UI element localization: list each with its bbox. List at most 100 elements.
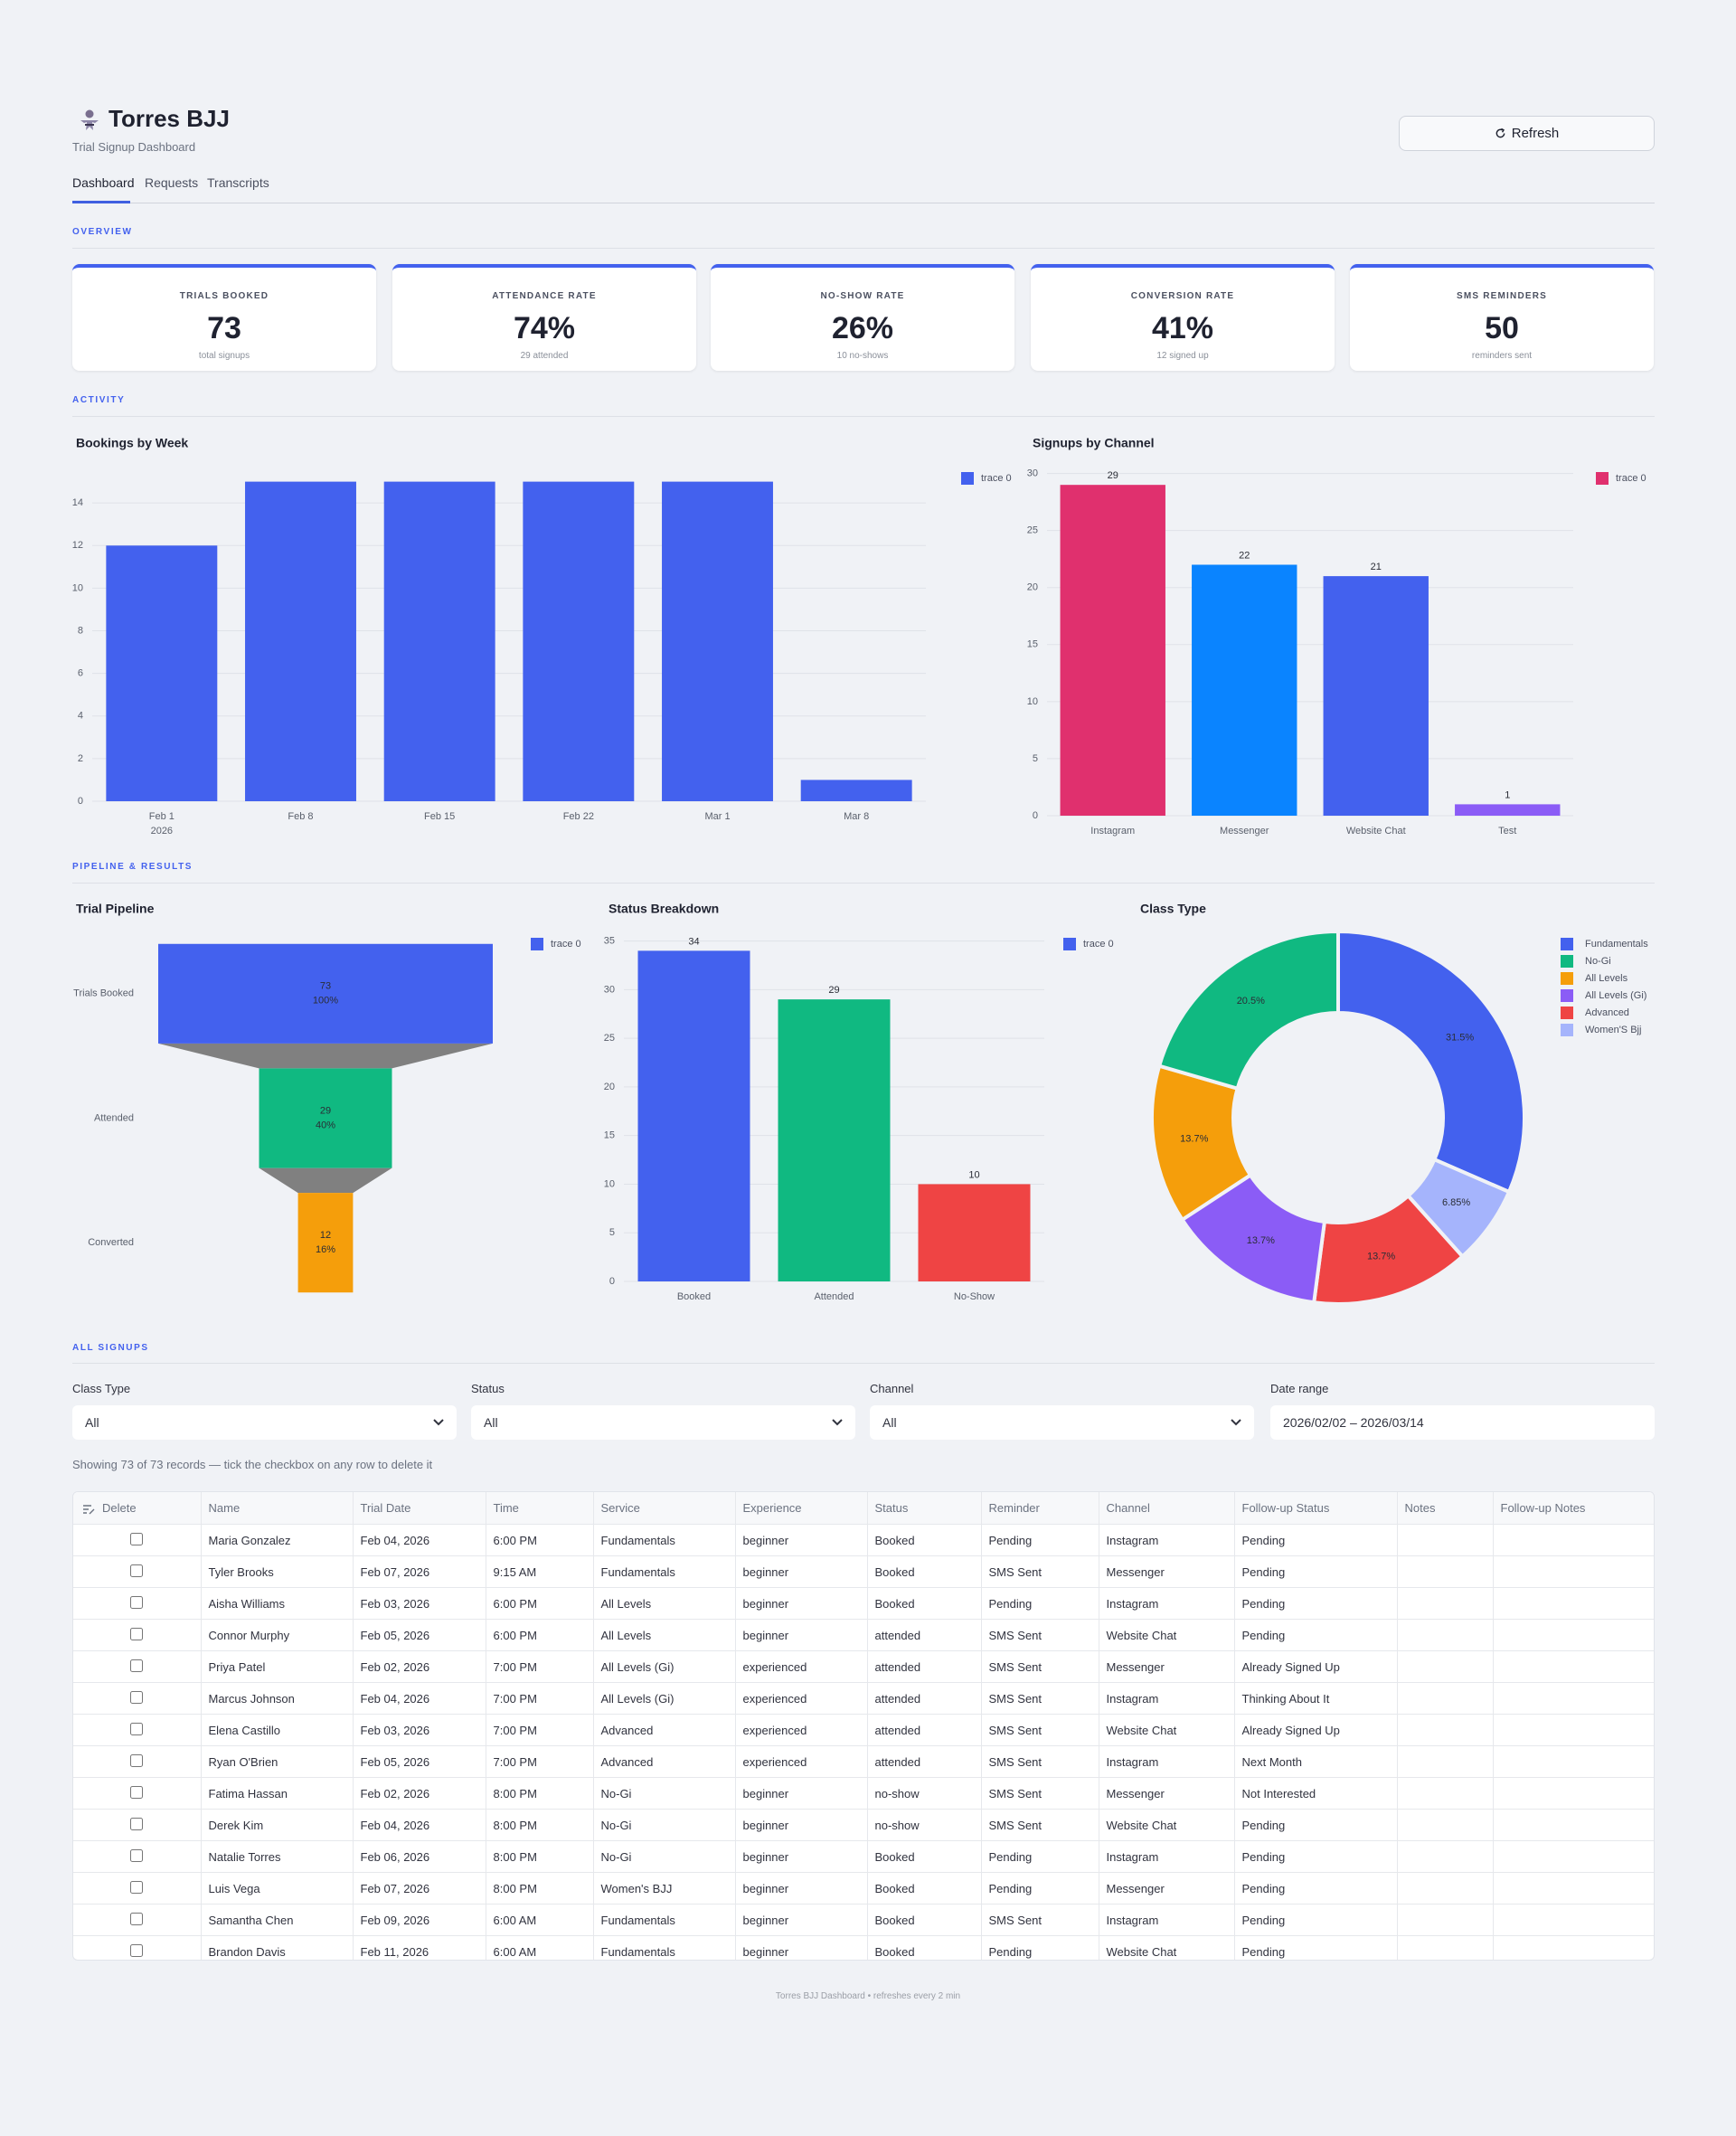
y-tick-label: 25 — [604, 1033, 615, 1044]
y-tick-label: 30 — [1027, 468, 1038, 478]
table-cell: Brandon Davis — [201, 1935, 354, 1960]
delete-checkbox[interactable] — [130, 1595, 144, 1609]
empty-cell — [1397, 1777, 1494, 1810]
table-cell: Pending — [1234, 1587, 1398, 1620]
table-cell: Booked — [867, 1840, 982, 1873]
funnel-value-label: 73 — [320, 981, 331, 992]
table-cell: 7:00 PM — [486, 1714, 594, 1746]
table-cell: beginner — [735, 1904, 868, 1936]
x-tick-label: No-Show — [954, 1291, 995, 1302]
table-cell: SMS Sent — [981, 1904, 1099, 1936]
donut-slice — [1336, 929, 1526, 1195]
delete-checkbox[interactable] — [130, 1564, 144, 1577]
kpi-value: 50 — [1485, 311, 1519, 345]
column-header: Follow-up Notes — [1493, 1492, 1654, 1525]
bar — [662, 481, 773, 801]
x-tick-label: Instagram — [1090, 826, 1135, 836]
table-cell: Messenger — [1099, 1650, 1235, 1683]
table-row: Luis Vega Feb 07, 2026 8:00 PM Women's BJJ b… — [73, 1872, 1654, 1904]
table-cell: Fatima Hassan — [201, 1777, 354, 1810]
delete-checkbox[interactable] — [130, 1880, 144, 1894]
table-cell: beginner — [735, 1809, 868, 1841]
legend-swatch — [1596, 472, 1609, 485]
legend-label: trace 0 — [1616, 473, 1646, 484]
column-title: Reminder — [988, 1501, 1040, 1515]
table-cell: Fundamentals — [593, 1904, 736, 1936]
table-row: Natalie Torres Feb 06, 2026 8:00 PM No-Gi be… — [73, 1840, 1654, 1873]
legend-swatch — [1561, 938, 1573, 950]
kpi-value: 26% — [831, 311, 894, 345]
y-tick-label: 10 — [72, 582, 83, 593]
table-cell: experienced — [735, 1650, 868, 1683]
delete-checkbox[interactable] — [130, 1943, 144, 1957]
table-cell: Feb 05, 2026 — [353, 1745, 486, 1778]
delete-checkbox[interactable] — [130, 1848, 144, 1862]
chevron-icon — [433, 1419, 444, 1426]
legend-label: Advanced — [1585, 1007, 1629, 1018]
y-category-label: Trials Booked — [73, 988, 134, 999]
x-tick-label: Feb 15 — [424, 811, 455, 822]
table-cell: 8:00 PM — [486, 1777, 594, 1810]
table-cell: SMS Sent — [981, 1650, 1099, 1683]
table-cell: Connor Murphy — [201, 1619, 354, 1651]
kpi-card: CONVERSION RATE 41% 12 signed up — [1031, 264, 1335, 371]
table-cell: Pending — [1234, 1840, 1398, 1873]
table-cell: Fundamentals — [593, 1524, 736, 1556]
table: Delete Name Trial Date Time Service Experienc… — [73, 1492, 1654, 1960]
table-cell: Feb 11, 2026 — [353, 1935, 486, 1960]
empty-cell — [1493, 1904, 1654, 1936]
column-title: Follow-up Status — [1241, 1501, 1330, 1515]
table-cell: Instagram — [1099, 1682, 1235, 1715]
table-cell: Messenger — [1099, 1555, 1235, 1588]
table-cell: beginner — [735, 1840, 868, 1873]
table-cell: Messenger — [1099, 1872, 1235, 1904]
delete-checkbox[interactable] — [130, 1627, 144, 1640]
column-header: Service — [593, 1492, 736, 1525]
table-row: Tyler Brooks Feb 07, 2026 9:15 AM Fundament… — [73, 1555, 1654, 1588]
delete-checkbox[interactable] — [130, 1690, 144, 1704]
tab[interactable]: Dashboard — [72, 175, 135, 190]
kpi-value: 74% — [513, 311, 576, 345]
legend-swatch — [1561, 972, 1573, 985]
tab[interactable]: Requests — [145, 175, 199, 190]
table-cell: Pending — [981, 1872, 1099, 1904]
chart-title: Status Breakdown — [609, 902, 719, 916]
x-tick-label: Attended — [814, 1291, 854, 1302]
delete-checkbox[interactable] — [130, 1659, 144, 1672]
table-cell: experienced — [735, 1682, 868, 1715]
table-cell: 7:00 PM — [486, 1745, 594, 1778]
filter-select[interactable]: 2026/02/02 – 2026/03/14 — [1270, 1405, 1655, 1440]
delete-checkbox[interactable] — [130, 1912, 144, 1925]
filter-select[interactable]: All — [72, 1405, 457, 1440]
table-cell: Women's BJJ — [593, 1872, 736, 1904]
delete-cell — [73, 1809, 202, 1841]
delete-checkbox[interactable] — [130, 1753, 144, 1767]
kpi-label: TRIALS BOOKED — [179, 291, 269, 301]
filter-select[interactable]: All — [471, 1405, 855, 1440]
y-tick-label: 5 — [1033, 753, 1038, 764]
delete-checkbox[interactable] — [130, 1817, 144, 1830]
column-header: Experience — [735, 1492, 868, 1525]
tab[interactable]: Transcripts — [207, 175, 269, 190]
table-cell: beginner — [735, 1524, 868, 1556]
delete-cell — [73, 1840, 202, 1873]
legend-label: Fundamentals — [1585, 939, 1648, 950]
table-cell: Website Chat — [1099, 1935, 1235, 1960]
table-cell: Website Chat — [1099, 1809, 1235, 1841]
delete-cell — [73, 1872, 202, 1904]
table-cell: Feb 03, 2026 — [353, 1587, 486, 1620]
bar — [383, 481, 495, 801]
filter-select[interactable]: All — [870, 1405, 1254, 1440]
delete-checkbox[interactable] — [130, 1722, 144, 1735]
refresh-button[interactable]: Refresh — [1399, 116, 1655, 151]
table-cell: no-show — [867, 1777, 982, 1810]
delete-checkbox[interactable] — [130, 1785, 144, 1799]
kpi-subtext: total signups — [198, 351, 250, 361]
x-tick-label: Messenger — [1220, 826, 1269, 836]
y-category-label: Attended — [94, 1112, 134, 1123]
table-cell: Website Chat — [1099, 1714, 1235, 1746]
y-category-label: Converted — [88, 1237, 134, 1248]
delete-checkbox[interactable] — [130, 1532, 144, 1545]
chart-title: Signups by Channel — [1033, 436, 1155, 450]
